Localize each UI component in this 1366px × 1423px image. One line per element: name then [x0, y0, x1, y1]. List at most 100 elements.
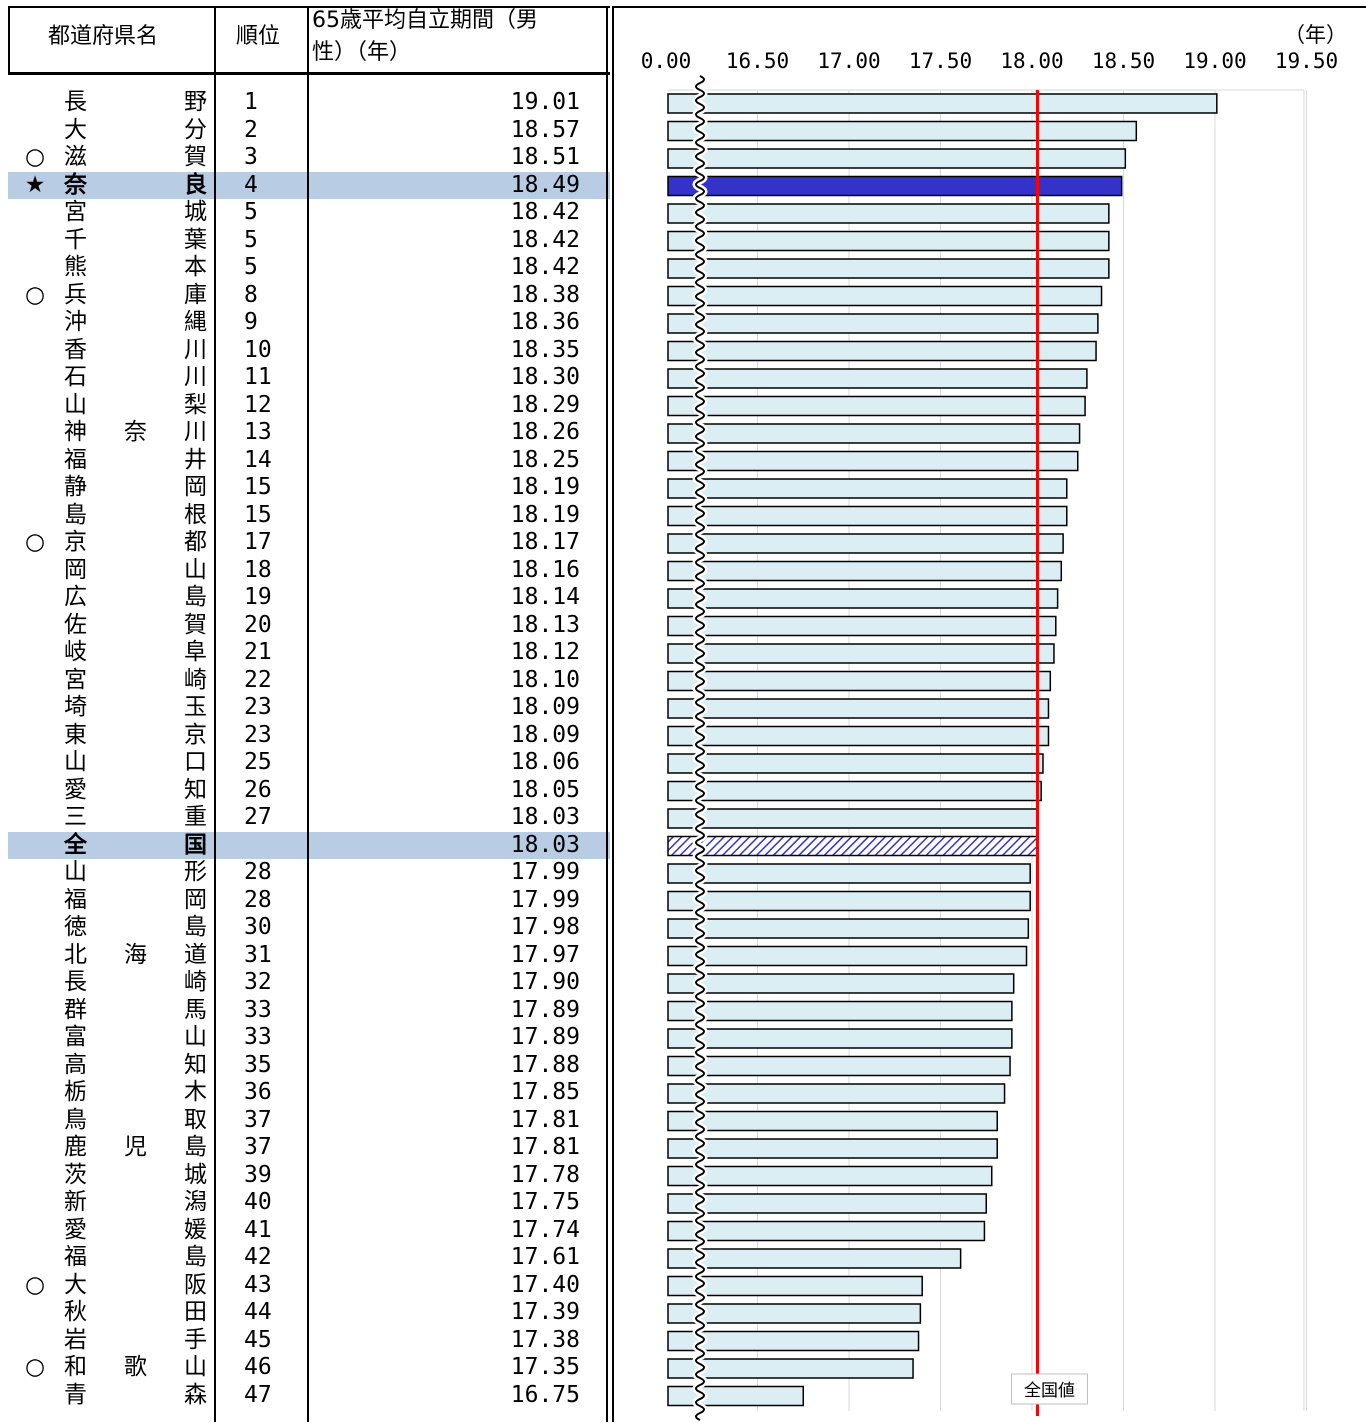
- name-character: 京: [184, 721, 207, 748]
- table-row: ○ 滋 賀 3 18.51: [8, 144, 610, 171]
- national-reference: 全国値: [1010, 90, 1088, 1416]
- bar-宮城: [667, 203, 1110, 224]
- row-rank: 40: [244, 1189, 272, 1215]
- bar-埼玉: [667, 698, 1050, 719]
- row-value: 18.42: [510, 226, 580, 253]
- row-value: 18.42: [510, 199, 580, 225]
- name-character: 兵: [64, 281, 87, 308]
- bar-宮崎: [667, 670, 1052, 692]
- name-character: 知: [184, 776, 207, 803]
- row-value: 17.97: [510, 941, 580, 968]
- row-rank: 37: [244, 1134, 272, 1160]
- table-row: 山 梨 12 18.29: [8, 392, 610, 419]
- row-value: 17.35: [510, 1354, 580, 1380]
- bar-沖縄: [667, 313, 1099, 334]
- row-rank: 14: [244, 446, 272, 473]
- name-character: 栃: [64, 1079, 87, 1105]
- name-character: 崎: [184, 969, 207, 995]
- name-character: 岡: [64, 556, 87, 583]
- table-row: 岐 阜 21 18.12: [8, 639, 610, 666]
- ranking-table: 都道府県名 順位 65歳平均自立期間（男 性）（年） 長野 1 19.01 大分 2 18…: [8, 6, 610, 1422]
- name-character: 良: [184, 171, 207, 198]
- name-character: 取: [184, 1106, 207, 1133]
- x-tick-label: 0.00: [641, 49, 692, 73]
- bar-神奈川: [667, 423, 1081, 444]
- name-character: 縄: [184, 309, 207, 335]
- row-rank: 20: [244, 611, 272, 638]
- name-character: 玉: [184, 694, 207, 720]
- name-character: 大: [64, 116, 87, 143]
- bar-千葉: [667, 230, 1110, 252]
- table-row: ○ 大 阪 43 17.40: [8, 1272, 610, 1299]
- row-value: 17.74: [510, 1216, 580, 1243]
- name-character: 北: [64, 941, 87, 968]
- table-row: 長 崎 32 17.90: [8, 969, 610, 996]
- row-value: 18.17: [510, 529, 580, 555]
- row-rank: 22: [244, 666, 272, 693]
- row-rank: 17: [244, 529, 272, 555]
- name-character: 千: [64, 226, 87, 253]
- x-tick-labels: 0.00 16.50 17.00 17.50 18.00 18.50 19.00 19.50: [641, 49, 1338, 73]
- x-tick-label: 18.50: [1092, 49, 1155, 73]
- row-rank: 35: [244, 1051, 272, 1078]
- table-row: ○ 和 歌 山 46 17.35: [8, 1354, 610, 1381]
- table-row: 山 口 25 18.06: [8, 749, 610, 776]
- name-character: 川: [184, 419, 207, 445]
- name-character: 梨: [184, 391, 207, 418]
- name-character: 茨: [64, 1161, 87, 1188]
- bar-高知: [667, 1055, 1011, 1077]
- row-rank: 3: [244, 144, 258, 170]
- row-value: 19.01: [510, 89, 580, 115]
- row-rank: 46: [244, 1354, 272, 1380]
- bar-三重: [667, 808, 1039, 829]
- table-row: 佐 賀 20 18.13: [8, 612, 610, 639]
- name-character: 岡: [184, 886, 207, 913]
- name-character: 分: [184, 116, 207, 143]
- name-character: 東: [64, 721, 87, 748]
- name-character: 庫: [184, 281, 207, 308]
- name-character: 馬: [184, 996, 207, 1023]
- table-row: 三 重 27 18.03: [8, 804, 610, 831]
- bar-愛知: [667, 780, 1042, 802]
- name-character: 都: [184, 529, 207, 555]
- name-character: 島: [184, 1244, 207, 1270]
- row-value: 18.06: [510, 749, 580, 775]
- row-rank: 5: [244, 254, 258, 280]
- table-row: 広 島 19 18.14: [8, 584, 610, 611]
- bar-滋賀: [667, 148, 1127, 169]
- table-row: 沖 縄 9 18.36: [8, 309, 610, 336]
- name-character: 福: [64, 446, 87, 473]
- name-character: 沖: [64, 309, 87, 335]
- row-rank: 39: [244, 1161, 272, 1188]
- row-value: 17.85: [510, 1079, 580, 1105]
- name-character: 手: [184, 1326, 207, 1353]
- row-mark: ★: [24, 171, 46, 198]
- bar-岩手: [667, 1330, 920, 1352]
- name-character: 福: [64, 886, 87, 913]
- table-row: 鹿 児 島 37 17.81: [8, 1134, 610, 1161]
- row-rank: 23: [244, 721, 272, 748]
- header-bottom-rule: [8, 72, 610, 75]
- row-value: 17.81: [510, 1106, 580, 1133]
- name-character: 神: [64, 419, 87, 445]
- name-character: 島: [64, 501, 87, 528]
- name-character: 岡: [184, 474, 207, 500]
- row-rank: 13: [244, 419, 272, 445]
- row-mark: ○: [24, 281, 46, 308]
- name-character: 崎: [184, 666, 207, 693]
- name-character: 根: [184, 501, 207, 528]
- table-row: 長 野 1 19.01: [8, 89, 610, 116]
- row-rank: 9: [244, 309, 258, 335]
- row-rank: 27: [244, 804, 272, 830]
- table-row: 島 根 15 18.19: [8, 502, 610, 529]
- bar-青森: [667, 1385, 804, 1407]
- row-value: 18.19: [510, 501, 580, 528]
- row-value: 18.10: [510, 666, 580, 693]
- row-mark: ○: [24, 529, 46, 555]
- name-character: 岐: [64, 639, 87, 665]
- table-row: 青 森 47 16.75: [8, 1382, 610, 1409]
- table-row: 千 葉 5 18.42: [8, 227, 610, 254]
- row-rank: 28: [244, 886, 272, 913]
- name-character: 滋: [64, 144, 87, 170]
- row-value: 18.09: [510, 721, 580, 748]
